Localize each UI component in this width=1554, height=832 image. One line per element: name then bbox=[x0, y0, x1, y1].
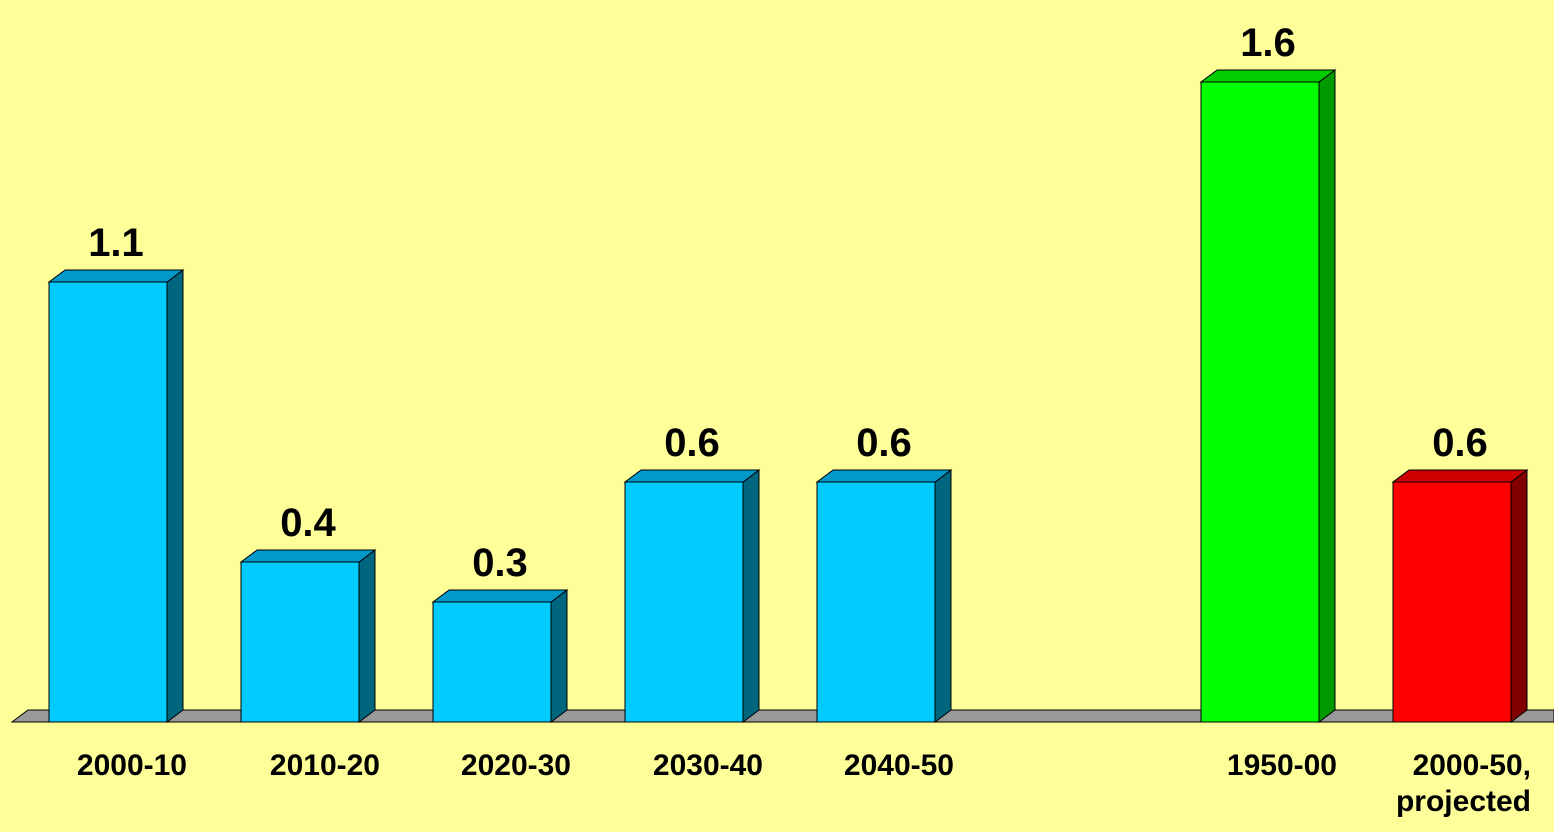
category-label: 2020-30 bbox=[461, 749, 571, 782]
bar-side-face bbox=[742, 469, 760, 723]
bar-top-face bbox=[431, 589, 569, 603]
category-label: projected bbox=[1396, 785, 1531, 818]
bar-2 bbox=[239, 549, 377, 723]
bars-group bbox=[47, 69, 1529, 723]
value-label: 1.6 bbox=[1240, 21, 1296, 65]
bar-front-face bbox=[1200, 81, 1320, 723]
bar-3 bbox=[431, 589, 569, 723]
chart-floor bbox=[10, 709, 1554, 723]
value-label: 0.6 bbox=[664, 421, 720, 465]
category-label: 1950-00 bbox=[1227, 749, 1337, 782]
bar-top-face bbox=[815, 469, 953, 483]
bar-top-face bbox=[47, 269, 185, 283]
bar-front-face bbox=[1392, 481, 1512, 723]
category-label: 2030-40 bbox=[653, 749, 763, 782]
value-label: 0.4 bbox=[280, 501, 336, 545]
bar-7 bbox=[1391, 469, 1529, 723]
bar-side-face bbox=[550, 589, 568, 723]
bar-1 bbox=[47, 269, 185, 723]
bar-front-face bbox=[624, 481, 744, 723]
bar-5 bbox=[815, 469, 953, 723]
bar-front-face bbox=[432, 601, 552, 723]
bar-top-face bbox=[1391, 469, 1529, 483]
value-label: 0.3 bbox=[472, 541, 528, 585]
bar-front-face bbox=[816, 481, 936, 723]
bar-side-face bbox=[1510, 469, 1528, 723]
bar-side-face bbox=[166, 269, 184, 723]
category-label: 2040-50 bbox=[844, 749, 954, 782]
value-label: 1.1 bbox=[88, 221, 144, 265]
bar-top-face bbox=[623, 469, 761, 483]
bar-side-face bbox=[1318, 69, 1336, 723]
bar-top-face bbox=[1199, 69, 1337, 83]
labels-group: 1.1 2000-10 0.4 2010-20 0.3 2020-30 0.6 2030-40… bbox=[77, 21, 1531, 818]
category-label: 2010-20 bbox=[270, 749, 380, 782]
category-label: 2000-50, bbox=[1413, 749, 1531, 782]
category-label: 2000-10 bbox=[77, 749, 187, 782]
value-label: 0.6 bbox=[856, 421, 912, 465]
bar-front-face bbox=[240, 561, 360, 723]
value-label: 0.6 bbox=[1432, 421, 1488, 465]
bar-4 bbox=[623, 469, 761, 723]
bar-side-face bbox=[358, 549, 376, 723]
bar-front-face bbox=[48, 281, 168, 723]
bar-top-face bbox=[239, 549, 377, 563]
bar-side-face bbox=[934, 469, 952, 723]
bar-6 bbox=[1199, 69, 1337, 723]
